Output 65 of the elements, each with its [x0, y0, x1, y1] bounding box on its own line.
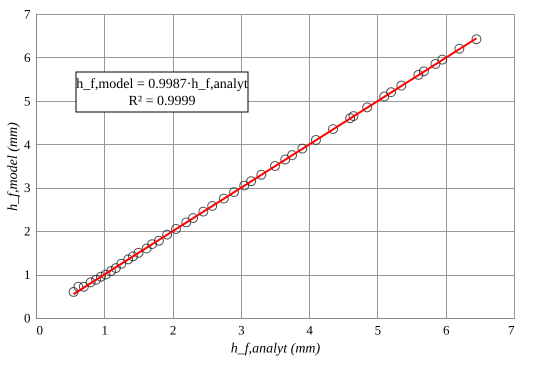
point — [154, 236, 164, 246]
point — [73, 282, 84, 292]
point — [362, 102, 372, 112]
annotation: R² = 0.9999 — [128, 94, 196, 109]
point — [218, 194, 229, 204]
point — [328, 124, 338, 134]
point — [418, 66, 429, 76]
x-tick-label: 5 — [374, 322, 382, 338]
point — [270, 161, 280, 171]
point — [142, 244, 152, 254]
point — [297, 144, 308, 154]
point — [311, 134, 321, 145]
point — [256, 170, 266, 180]
point — [133, 248, 144, 258]
point — [128, 251, 138, 262]
point — [116, 258, 126, 269]
point — [123, 254, 134, 264]
point — [471, 34, 482, 44]
point — [181, 217, 192, 228]
point — [96, 272, 106, 282]
point — [280, 154, 290, 164]
point — [207, 200, 218, 211]
y-tick-label: 2 — [24, 224, 30, 239]
y-tick-label: 1 — [24, 267, 30, 282]
point — [100, 270, 111, 280]
point — [86, 277, 96, 288]
x-tick-label: 2 — [170, 322, 176, 338]
x-tick-label: 3 — [238, 322, 245, 338]
y-axis-title: h_f,model (mm) — [6, 122, 21, 211]
x-tick-label: 1 — [102, 322, 108, 338]
point — [91, 274, 102, 285]
point — [106, 266, 116, 276]
x-tick-label: 6 — [442, 322, 450, 338]
point — [188, 213, 198, 224]
point — [246, 176, 256, 186]
point — [345, 113, 356, 124]
x-tick-label: 7 — [508, 322, 515, 338]
point — [413, 70, 424, 80]
y-tick-label: 4 — [24, 136, 31, 152]
point — [78, 282, 89, 292]
point — [198, 206, 208, 217]
point — [287, 150, 298, 160]
point — [437, 54, 448, 65]
x-axis-title: h_f,analyt (mm) — [230, 342, 321, 356]
point — [430, 58, 440, 69]
point — [454, 44, 464, 54]
y-tick-label: 7 — [24, 6, 31, 22]
y-tick-label: 3 — [24, 180, 30, 196]
point — [379, 92, 390, 102]
point — [147, 239, 158, 250]
point — [68, 286, 79, 297]
point — [239, 180, 250, 191]
point — [386, 87, 396, 98]
point — [162, 230, 172, 240]
annotation: h_f,model = 0.9987·h_f,analyt — [76, 77, 248, 92]
point — [396, 80, 406, 91]
x-tick-label: 0 — [36, 322, 43, 338]
y-tick-label: 6 — [24, 50, 31, 65]
point — [171, 224, 181, 234]
y-tick-label: 5 — [24, 93, 30, 108]
point — [229, 187, 239, 198]
point — [348, 111, 358, 122]
x-tick-label: 4 — [306, 322, 314, 338]
y-tick-label: 0 — [24, 310, 30, 326]
point — [110, 263, 121, 274]
